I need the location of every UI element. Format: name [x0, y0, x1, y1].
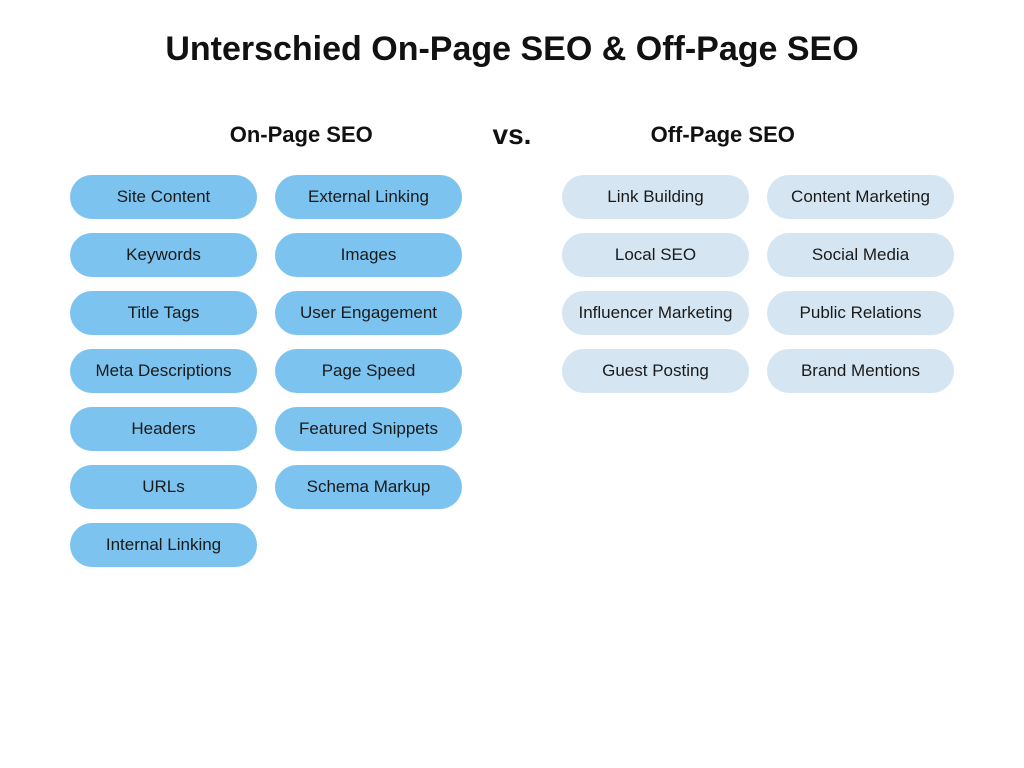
- list-item: URLs: [70, 465, 257, 509]
- list-item: Images: [275, 233, 462, 277]
- list-item: Page Speed: [275, 349, 462, 393]
- right-col-1: Link Building Local SEO Influencer Marke…: [562, 175, 749, 567]
- list-item: Social Media: [767, 233, 954, 277]
- list-item: Influencer Marketing: [562, 291, 749, 335]
- left-side: Site Content Keywords Title Tags Meta De…: [70, 175, 462, 567]
- left-col-2: External Linking Images User Engagement …: [275, 175, 462, 567]
- list-item: Title Tags: [70, 291, 257, 335]
- list-item: Guest Posting: [562, 349, 749, 393]
- right-side: Link Building Local SEO Influencer Marke…: [562, 175, 954, 567]
- center-spacer: [492, 175, 532, 567]
- list-item: Featured Snippets: [275, 407, 462, 451]
- right-col-2: Content Marketing Social Media Public Re…: [767, 175, 954, 567]
- main-title: Unterschied On-Page SEO & Off-Page SEO: [70, 30, 954, 69]
- list-item: Headers: [70, 407, 257, 451]
- list-item: Brand Mentions: [767, 349, 954, 393]
- left-col-1: Site Content Keywords Title Tags Meta De…: [70, 175, 257, 567]
- list-item: Internal Linking: [70, 523, 257, 567]
- list-item: Schema Markup: [275, 465, 462, 509]
- left-col-title: On-Page SEO: [110, 122, 493, 148]
- list-item: Site Content: [70, 175, 257, 219]
- list-item: External Linking: [275, 175, 462, 219]
- right-col-title: Off-Page SEO: [531, 122, 914, 148]
- list-item: Content Marketing: [767, 175, 954, 219]
- list-item: Link Building: [562, 175, 749, 219]
- list-item: Local SEO: [562, 233, 749, 277]
- list-item: Meta Descriptions: [70, 349, 257, 393]
- infographic-container: Unterschied On-Page SEO & Off-Page SEO O…: [0, 0, 1024, 567]
- grid-row: Site Content Keywords Title Tags Meta De…: [70, 175, 954, 567]
- header-row: On-Page SEO vs. Off-Page SEO: [70, 119, 954, 151]
- vs-label: vs.: [493, 119, 532, 151]
- list-item: Public Relations: [767, 291, 954, 335]
- list-item: User Engagement: [275, 291, 462, 335]
- list-item: Keywords: [70, 233, 257, 277]
